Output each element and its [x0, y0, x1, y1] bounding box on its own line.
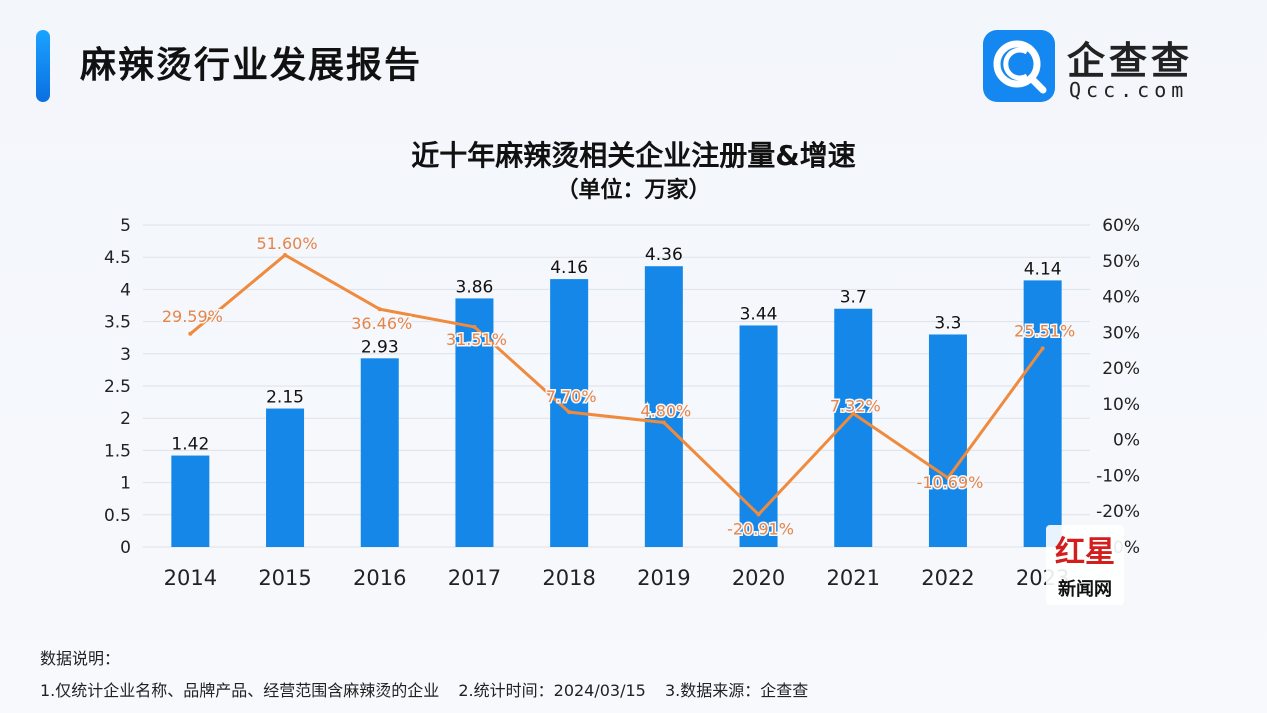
y-left-tick-label: 3.5 [104, 313, 131, 333]
y-left-tick-label: 3 [120, 345, 131, 365]
bar-value-label: 4.14 [1024, 259, 1062, 279]
bar-value-label: 2.15 [266, 388, 304, 408]
bar [928, 334, 967, 547]
x-tick-label: 2018 [542, 566, 595, 590]
growth-point [1040, 346, 1045, 351]
growth-label: 31.51% [446, 330, 507, 349]
y-left-tick-label: 1.5 [104, 441, 131, 461]
watermark-brand: 红星 [1055, 535, 1115, 570]
y-left-tick-label: 1 [120, 474, 131, 494]
notes-header: 数据说明： [40, 649, 121, 668]
growth-point [945, 475, 950, 480]
bar-value-label: 2.93 [361, 337, 399, 357]
growth-point [377, 307, 382, 312]
chart-title: 近十年麻辣烫相关企业注册量&增速 [411, 139, 856, 172]
x-tick-label: 2019 [637, 566, 690, 590]
growth-label: 51.60% [257, 234, 318, 253]
bar [644, 266, 683, 547]
growth-label: 25.51% [1014, 321, 1075, 340]
growth-label: 36.46% [351, 314, 412, 333]
y-right-tick-label: 20% [1102, 359, 1140, 379]
y-left-tick-label: 2.5 [104, 377, 131, 397]
x-tick-label: 2021 [827, 566, 880, 590]
watermark-name: 新闻网 [1058, 579, 1112, 600]
growth-point [567, 410, 572, 415]
y-right-tick-label: 30% [1102, 323, 1140, 343]
y-right-tick-label: 10% [1102, 395, 1140, 415]
growth-label: -20.91% [727, 519, 794, 538]
growth-label: 29.59% [162, 307, 223, 326]
notes-line: 1.仅统计企业名称、品牌产品、经营范围含麻辣烫的企业 2.统计时间：2024/0… [40, 677, 822, 701]
x-tick-label: 2015 [258, 566, 311, 590]
y-right-tick-label: 0% [1113, 431, 1140, 451]
bar [266, 408, 305, 547]
bar [739, 325, 778, 547]
growth-point [851, 411, 856, 416]
chart-subtitle: （单位：万家） [556, 178, 711, 203]
y-right-tick-label: 60% [1102, 216, 1140, 236]
bar-value-label: 3.3 [934, 313, 961, 333]
y-left-tick-label: 0.5 [104, 506, 131, 526]
y-left-tick-label: 4.5 [104, 248, 131, 268]
growth-label: 7.32% [830, 396, 881, 415]
y-left-tick-label: 0 [120, 538, 131, 558]
growth-label: 7.70% [546, 387, 597, 406]
title-accent-bar [36, 30, 50, 102]
watermark: 红星 新闻网 [1046, 525, 1124, 605]
x-tick-label: 2022 [921, 566, 974, 590]
growth-label: 4.80% [640, 401, 691, 420]
bar-value-label: 4.36 [645, 245, 683, 265]
logo-url: Qcc.com [1069, 78, 1189, 102]
y-left-tick-label: 2 [120, 409, 131, 429]
growth-point [756, 512, 761, 517]
bar [1023, 280, 1062, 547]
note-item: 2.统计时间：2024/03/15 [458, 681, 646, 700]
bar-value-label: 1.42 [171, 435, 209, 455]
bar-value-label: 3.7 [840, 288, 867, 308]
growth-line [189, 253, 1044, 516]
growth-label: -10.69% [917, 473, 984, 492]
y-left-tick-label: 5 [120, 216, 131, 236]
bar-value-label: 3.86 [456, 277, 494, 297]
bar-value-label: 3.44 [740, 304, 778, 324]
x-tick-label: 2016 [353, 566, 406, 590]
y-right-tick-label: 40% [1102, 288, 1140, 308]
growth-point [661, 420, 666, 425]
x-tick-label: 2020 [732, 566, 785, 590]
growth-point [283, 253, 288, 258]
qcc-logo: 企查查 Qcc.com [983, 28, 1233, 104]
y-right-tick-label: 50% [1102, 252, 1140, 272]
bar [171, 455, 210, 547]
y-left-tick-label: 4 [120, 280, 131, 300]
bar-value-label: 4.16 [550, 258, 588, 278]
note-item: 1.仅统计企业名称、品牌产品、经营范围含麻辣烫的企业 [40, 681, 440, 700]
logo-name: 企查查 [1067, 39, 1194, 83]
growth-point [188, 331, 193, 336]
bar [360, 358, 399, 547]
note-item: 3.数据来源：企查查 [664, 681, 809, 700]
page-title: 麻辣烫行业发展报告 [80, 45, 423, 86]
x-tick-label: 2014 [164, 566, 217, 590]
growth-point [472, 324, 477, 329]
y-right-tick-label: -10% [1096, 466, 1140, 486]
x-tick-label: 2017 [448, 566, 501, 590]
qcc-logo-icon [983, 30, 1055, 102]
y-right-tick-label: -20% [1096, 502, 1140, 522]
